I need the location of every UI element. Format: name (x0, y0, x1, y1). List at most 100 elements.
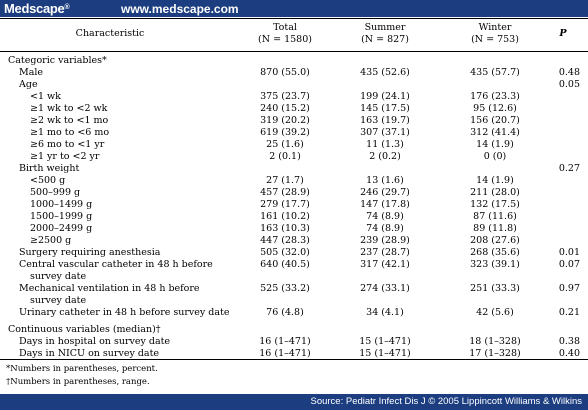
table-header: Characteristic Total (N = 1580) Summer (N … (0, 18, 588, 52)
table-row: 500–999 g 457 (28.9) 246 (29.7) 211 (28.0) (0, 187, 588, 199)
cell-winter: 132 (17.5) (470, 199, 520, 210)
cell-summer: 74 (8.9) (366, 211, 404, 222)
table-row: Birth weight 0.27 (0, 163, 588, 175)
cell-total: 161 (10.2) (260, 211, 310, 222)
cell-p: 0.07 (558, 259, 580, 270)
cell-total: 505 (32.0) (260, 247, 310, 258)
row-label-cont: survey date (30, 271, 87, 282)
table-row: Age 0.05 (0, 79, 588, 91)
cell-summer: 307 (37.1) (360, 127, 410, 138)
cell-total: 375 (23.7) (260, 91, 310, 102)
cell-winter: 95 (12.6) (473, 103, 517, 114)
cell-summer: 15 (1–471) (359, 348, 411, 359)
col-header-total: Total (N = 1580) (258, 22, 312, 45)
cell-summer: 11 (1.3) (366, 139, 404, 150)
cell-summer: 435 (52.6) (360, 67, 410, 78)
cell-total: 457 (28.9) (260, 187, 310, 198)
cell-summer: 147 (17.8) (360, 199, 410, 210)
source-text: Source: Pediatr Infect Dis J © 2005 Lipp… (310, 396, 582, 407)
table-row: Surgery requiring anesthesia 505 (32.0) 23… (0, 247, 588, 259)
footnote-percent: *Numbers in parentheses, percent. (6, 364, 158, 374)
cell-p: 0.01 (558, 247, 580, 258)
cell-p: 0.21 (558, 307, 580, 318)
cell-winter: 17 (1–328) (469, 348, 521, 359)
table-row: Mechanical ventilation in 48 h before sur… (0, 283, 588, 306)
table-row: Urinary catheter in 48 h before survey d… (0, 307, 588, 319)
row-label: Categoric variables* (8, 55, 107, 66)
row-label: <1 wk (30, 91, 61, 102)
cell-summer: 15 (1–471) (359, 336, 411, 347)
cell-winter: 18 (1–328) (469, 336, 521, 347)
cell-total: 319 (20.2) (260, 115, 310, 126)
row-label: 500–999 g (30, 187, 81, 198)
cell-summer: 199 (24.1) (360, 91, 410, 102)
table-row: 1500–1999 g 161 (10.2) 74 (8.9) 87 (11.6) (0, 211, 588, 223)
cell-total: 163 (10.3) (260, 223, 310, 234)
cell-winter: 211 (28.0) (470, 187, 520, 198)
row-label: <500 g (30, 175, 66, 186)
row-label: ≥1 yr to <2 yr (30, 151, 100, 162)
row-label: 2000–2499 g (30, 223, 93, 234)
col-header-summer: Summer (N = 827) (361, 22, 409, 45)
cell-total: 240 (15.2) (260, 103, 310, 114)
cell-total: 76 (4.8) (266, 307, 304, 318)
table-row: Categoric variables* (0, 55, 588, 67)
table-row: ≥6 mo to <1 yr 25 (1.6) 11 (1.3) 14 (1.9) (0, 139, 588, 151)
cell-summer: 163 (19.7) (360, 115, 410, 126)
row-label: Continuous variables (median)† (8, 324, 161, 335)
cell-summer: 274 (33.1) (360, 283, 410, 294)
cell-summer: 317 (42.1) (360, 259, 410, 270)
row-label: Urinary catheter in 48 h before survey d… (19, 307, 230, 318)
cell-summer: 145 (17.5) (360, 103, 410, 114)
cell-p: 0.38 (558, 336, 580, 347)
cell-winter: 156 (20.7) (470, 115, 520, 126)
row-label: ≥2500 g (30, 235, 72, 246)
row-label: ≥2 wk to <1 mo (30, 115, 109, 126)
table-row: ≥2500 g 447 (28.3) 239 (28.9) 208 (27.6) (0, 235, 588, 247)
col-header-characteristic: Characteristic (75, 28, 145, 39)
cell-winter: 14 (1.9) (476, 175, 514, 186)
cell-total: 279 (17.7) (260, 199, 310, 210)
cell-winter: 208 (27.6) (470, 235, 520, 246)
table-row: 1000–1499 g 279 (17.7) 147 (17.8) 132 (17.5… (0, 199, 588, 211)
table-row: ≥1 mo to <6 mo 619 (39.2) 307 (37.1) 312 (4… (0, 127, 588, 139)
site-link[interactable]: www.medscape.com (121, 2, 239, 16)
row-label: ≥1 mo to <6 mo (30, 127, 110, 138)
cell-winter: 323 (39.1) (470, 259, 520, 270)
cell-winter: 42 (5.6) (476, 307, 514, 318)
cell-total: 27 (1.7) (266, 175, 304, 186)
cell-total: 16 (1–471) (259, 336, 311, 347)
cell-total: 619 (39.2) (260, 127, 310, 138)
table-row: ≥2 wk to <1 mo 319 (20.2) 163 (19.7) 156 (2… (0, 115, 588, 127)
row-label: Male (19, 67, 44, 78)
table-row: Male 870 (55.0) 435 (52.6) 435 (57.7) 0.48 (0, 67, 588, 79)
cell-winter: 312 (41.4) (470, 127, 520, 138)
row-label: Birth weight (19, 163, 80, 174)
cell-winter: 14 (1.9) (476, 139, 514, 150)
cell-winter: 176 (23.3) (470, 91, 520, 102)
cell-winter: 0 (0) (483, 151, 507, 162)
cell-summer: 2 (0.2) (369, 151, 401, 162)
col-header-p: P (559, 28, 567, 39)
table-row: ≥1 yr to <2 yr 2 (0.1) 2 (0.2) 0 (0) (0, 151, 588, 163)
cell-total: 25 (1.6) (266, 139, 304, 150)
row-label: 1000–1499 g (30, 199, 93, 210)
footnote-range: †Numbers in parentheses, range. (6, 377, 150, 387)
cell-p: 0.48 (558, 67, 580, 78)
cell-p: 0.27 (558, 163, 580, 174)
col-header-winter: Winter (N = 753) (471, 22, 519, 45)
row-label: Days in hospital on survey date (19, 336, 171, 347)
cell-summer: 246 (29.7) (360, 187, 410, 198)
table-row: Days in hospital on survey date 16 (1–471… (0, 336, 588, 348)
medscape-logo[interactable]: Medscape® (4, 1, 70, 16)
cell-summer: 237 (28.7) (360, 247, 410, 258)
cell-summer: 34 (4.1) (366, 307, 404, 318)
cell-total: 16 (1–471) (259, 348, 311, 359)
cell-p: 0.05 (558, 79, 580, 90)
table-row: <1 wk 375 (23.7) 199 (24.1) 176 (23.3) (0, 91, 588, 103)
table-row: Days in NICU on survey date 16 (1–471) 15 … (0, 348, 588, 360)
header-bar: Medscape® www.medscape.com (0, 0, 588, 17)
cell-summer: 239 (28.9) (360, 235, 410, 246)
row-label-cont: survey date (30, 295, 87, 306)
table-row: ≥1 wk to <2 wk 240 (15.2) 145 (17.5) 95 (12… (0, 103, 588, 115)
